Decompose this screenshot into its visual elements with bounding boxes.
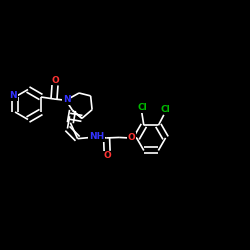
Text: N: N bbox=[9, 92, 17, 100]
Text: O: O bbox=[103, 152, 111, 160]
Text: O: O bbox=[128, 133, 136, 142]
Text: NH: NH bbox=[89, 132, 104, 141]
Text: O: O bbox=[51, 76, 59, 85]
Text: Cl: Cl bbox=[138, 103, 147, 112]
Text: Cl: Cl bbox=[160, 104, 170, 114]
Text: N: N bbox=[63, 95, 70, 104]
